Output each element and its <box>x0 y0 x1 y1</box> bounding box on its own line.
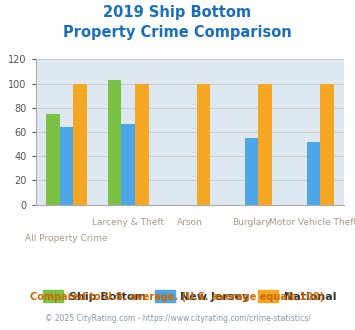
Text: © 2025 CityRating.com - https://www.cityrating.com/crime-statistics/: © 2025 CityRating.com - https://www.city… <box>45 314 310 323</box>
Bar <box>245 138 258 205</box>
Bar <box>121 123 135 205</box>
Bar <box>197 83 210 205</box>
Bar <box>108 80 121 205</box>
Text: Burglary: Burglary <box>233 218 271 227</box>
Bar <box>46 114 60 205</box>
Text: 2019 Ship Bottom: 2019 Ship Bottom <box>103 5 252 20</box>
Legend: Ship Bottom, New Jersey, National: Ship Bottom, New Jersey, National <box>39 286 341 307</box>
Bar <box>307 142 320 205</box>
Text: Motor Vehicle Theft: Motor Vehicle Theft <box>269 218 355 227</box>
Bar <box>60 127 73 205</box>
Text: All Property Crime: All Property Crime <box>25 234 108 243</box>
Text: Arson: Arson <box>177 218 203 227</box>
Bar <box>135 83 148 205</box>
Bar <box>320 83 334 205</box>
Text: Property Crime Comparison: Property Crime Comparison <box>63 25 292 40</box>
Bar <box>73 83 87 205</box>
Text: Larceny & Theft: Larceny & Theft <box>92 218 164 227</box>
Text: Compared to U.S. average. (U.S. average equals 100): Compared to U.S. average. (U.S. average … <box>31 292 324 302</box>
Bar <box>258 83 272 205</box>
